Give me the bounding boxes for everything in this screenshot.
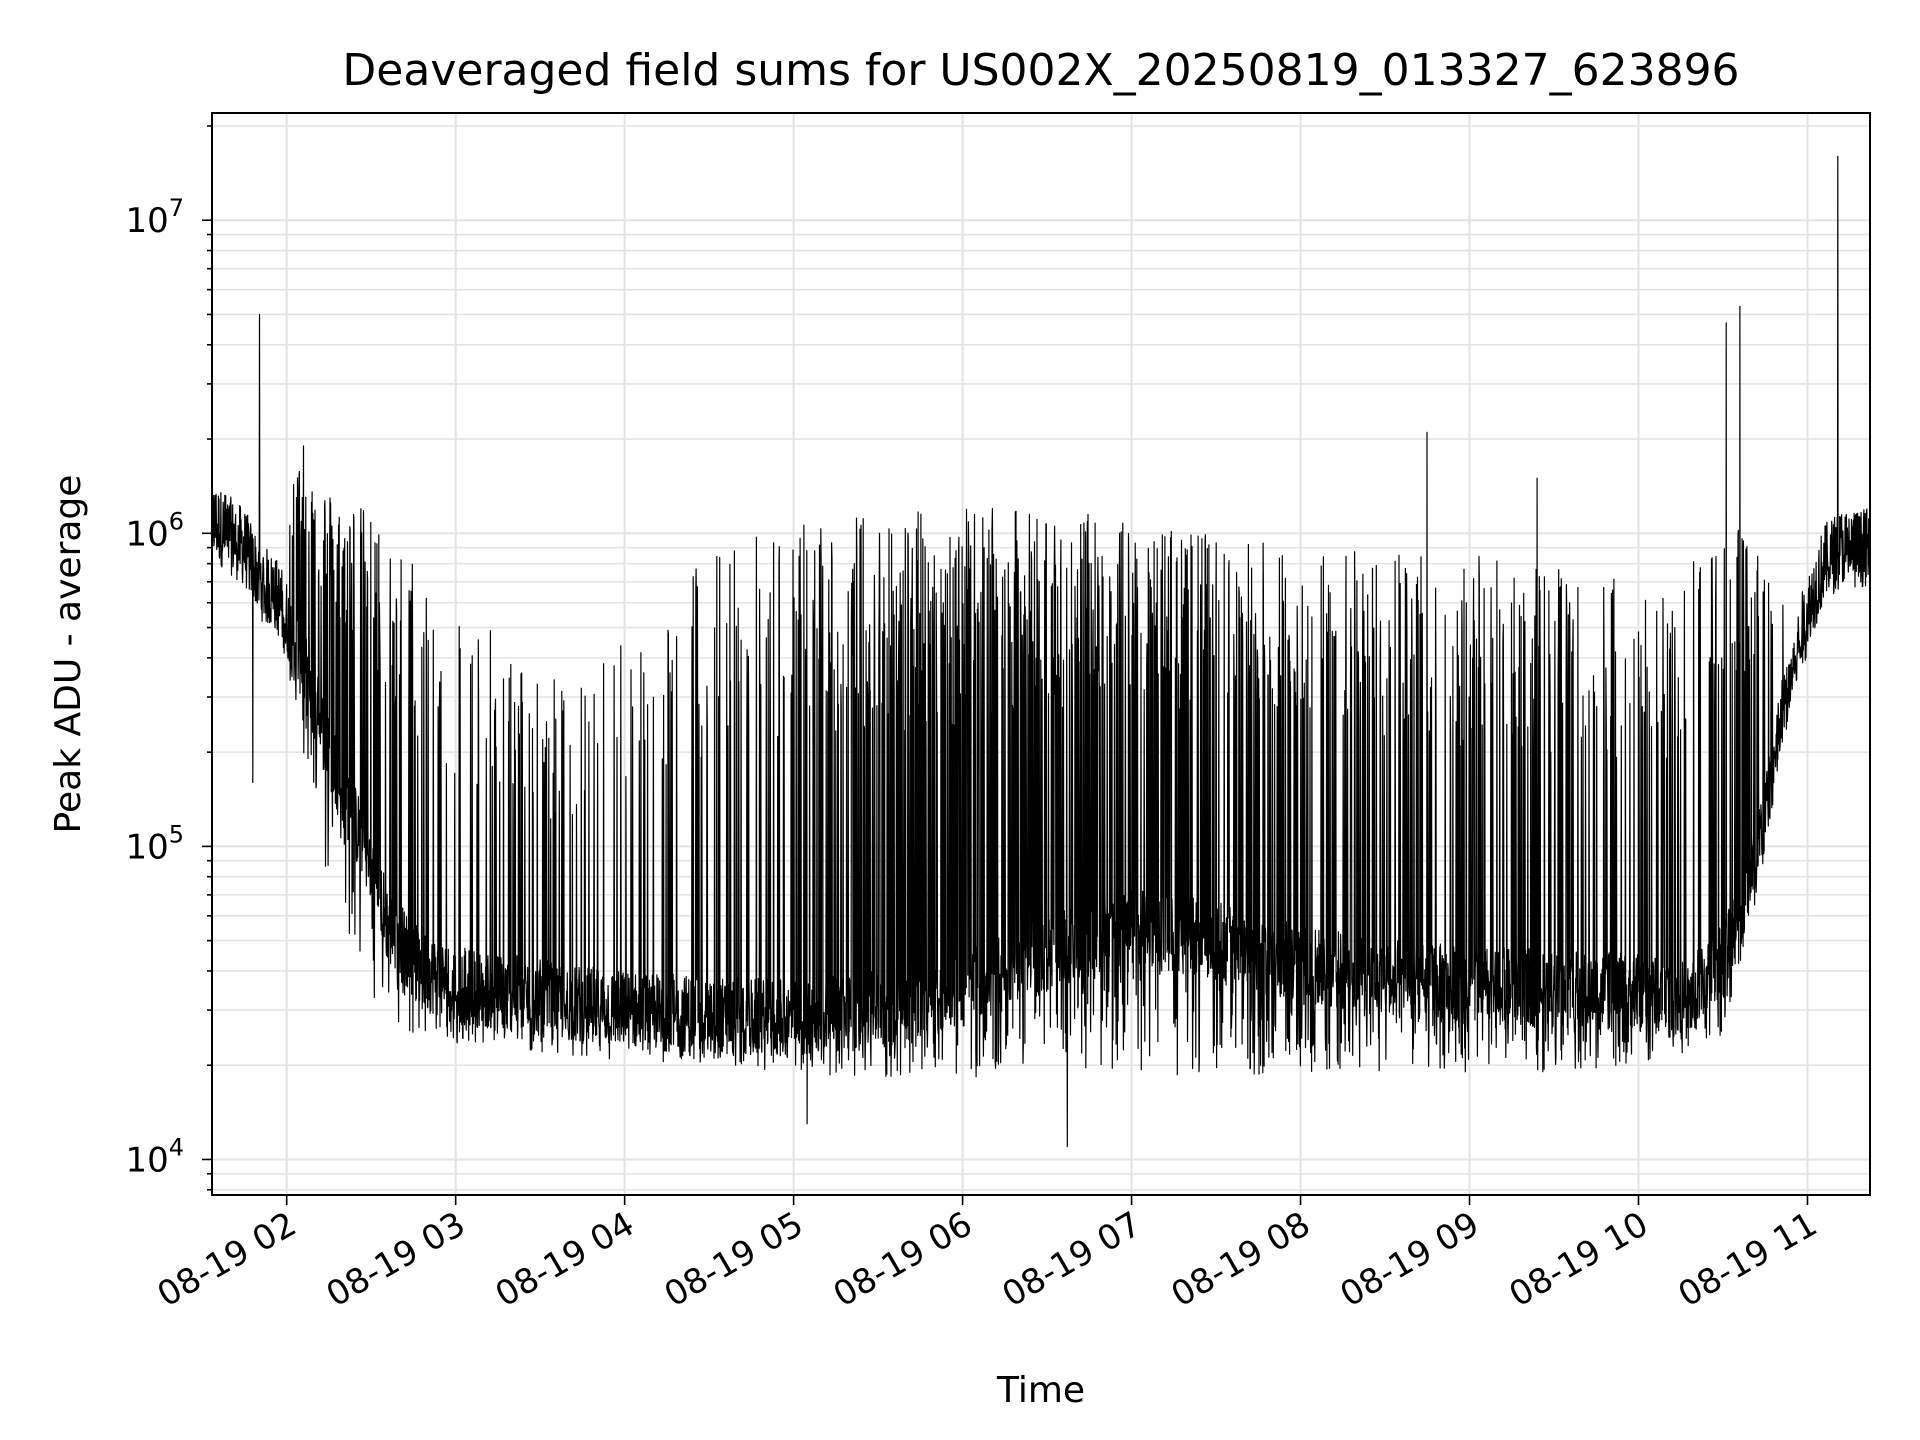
y-tick-label: 104 [125,1133,184,1180]
chart-title: Deaveraged field sums for US002X_2025081… [342,45,1739,96]
plot-frame [211,112,1871,1196]
y-axis-label: Peak ADU - average [48,475,89,834]
y-axis: 104 105 106 107 [125,125,212,1191]
y-tick-label: 106 [125,507,184,554]
y-tick-label: 107 [125,194,184,241]
series-line [212,155,1870,1148]
x-axis-label: Time [996,1370,1085,1411]
series-path [212,155,1870,1148]
y-tick-label: 105 [125,820,184,867]
